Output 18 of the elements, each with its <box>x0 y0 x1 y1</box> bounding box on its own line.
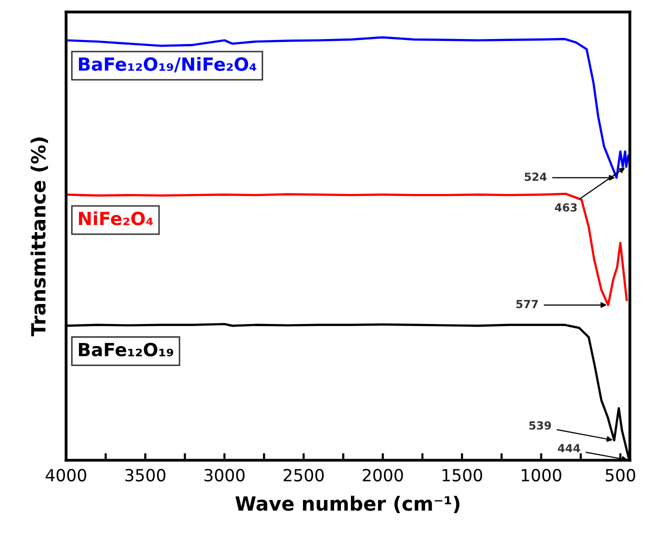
x-tick-label: 3000 <box>204 468 245 482</box>
series-label: BaFe₁₂O₁₉ <box>78 342 174 356</box>
x-tick-label: 4000 <box>46 468 86 482</box>
x-axis-title: Wave number (cm⁻¹) <box>235 496 460 514</box>
annotation: 524 <box>524 172 547 181</box>
series-label: NiFe₂O₄ <box>78 211 153 226</box>
x-tick-label: 1000 <box>522 468 562 482</box>
annotation: 577 <box>516 300 538 308</box>
series-label: BaFe₁₂O₁₉/NiFe₂O₄ <box>78 56 256 72</box>
x-tick-label: 3500 <box>125 468 166 482</box>
annotation: 444 <box>558 444 580 452</box>
y-axis-title: Transmittance (%) <box>30 138 48 336</box>
annotation: 463 <box>554 203 577 212</box>
x-tick-label: 2500 <box>284 468 324 482</box>
x-tick-label: 2000 <box>362 468 403 482</box>
x-tick-label: 1500 <box>442 468 482 482</box>
x-tick-label: 500 <box>606 468 636 482</box>
annotation: 539 <box>529 421 551 430</box>
